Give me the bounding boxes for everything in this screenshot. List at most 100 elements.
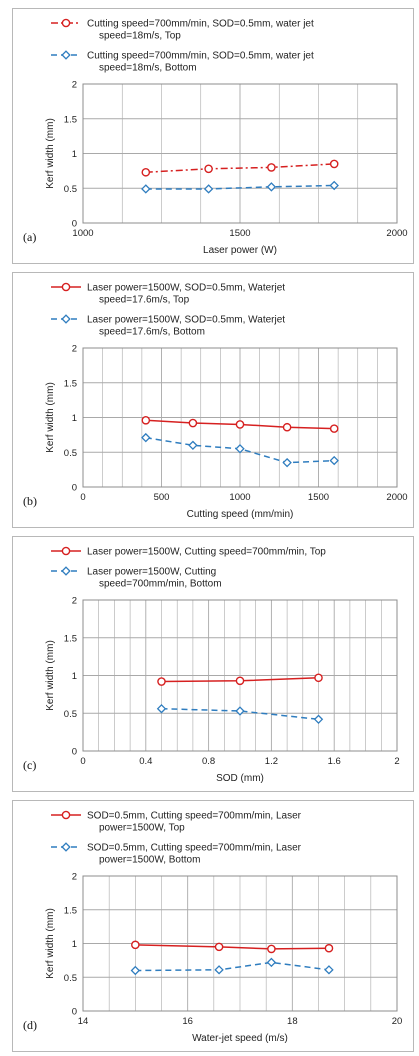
legend-marker-0 bbox=[61, 282, 71, 292]
x-tick-label: 0.8 bbox=[202, 756, 215, 767]
x-tick-label: 18 bbox=[287, 1016, 298, 1027]
legend-label-0-0: Laser power=1500W, SOD=0.5mm, Waterjet bbox=[87, 283, 285, 294]
data-point-1-3 bbox=[324, 965, 334, 975]
y-axis-label: Kerf width (mm) bbox=[45, 908, 56, 979]
legend-marker-0 bbox=[61, 546, 71, 556]
x-tick-label: 14 bbox=[78, 1016, 89, 1027]
data-point-1-2 bbox=[266, 957, 277, 968]
data-point-1-1 bbox=[214, 965, 224, 975]
chart-panel-a: Cutting speed=700mm/min, SOD=0.5mm, wate… bbox=[12, 8, 414, 264]
panel-label: (b) bbox=[23, 494, 37, 508]
x-tick-label: 500 bbox=[154, 492, 170, 503]
series-line-1 bbox=[135, 961, 330, 972]
data-point-0-2 bbox=[267, 163, 276, 172]
x-tick-label: 2000 bbox=[386, 228, 407, 239]
x-axis-label: Water-jet speed (m/s) bbox=[192, 1033, 288, 1044]
chart-d-svg: SOD=0.5mm, Cutting speed=700mm/min, Lase… bbox=[23, 810, 403, 1045]
y-tick-label: 0.5 bbox=[64, 184, 77, 195]
data-point-0-1 bbox=[235, 676, 245, 686]
x-tick-label: 2000 bbox=[386, 492, 407, 503]
data-point-0-3 bbox=[329, 159, 339, 169]
data-point-0-0 bbox=[131, 940, 140, 950]
y-tick-label: 0.5 bbox=[64, 448, 77, 459]
panel-label: (a) bbox=[23, 230, 36, 244]
legend-label-0-0: Cutting speed=700mm/min, SOD=0.5mm, wate… bbox=[87, 19, 314, 30]
x-tick-label: 0 bbox=[80, 756, 85, 767]
x-tick-label: 16 bbox=[182, 1016, 193, 1027]
legend-marker-1 bbox=[61, 50, 71, 60]
x-tick-label: 2 bbox=[394, 756, 399, 767]
y-axis-label: Kerf width (mm) bbox=[45, 118, 56, 189]
legend-label-1-0: SOD=0.5mm, Cutting speed=700mm/min, Lase… bbox=[87, 843, 302, 854]
legend-label-1-0: Cutting speed=700mm/min, SOD=0.5mm, wate… bbox=[87, 51, 314, 62]
plot-frame bbox=[82, 347, 398, 488]
y-axis-label: Kerf width (mm) bbox=[45, 640, 56, 711]
series-line-1 bbox=[145, 184, 335, 190]
data-point-0-0 bbox=[157, 677, 166, 686]
y-tick-label: 1 bbox=[72, 149, 77, 160]
legend-label-1-1: speed=700mm/min, Bottom bbox=[99, 579, 222, 590]
legend-label-0-1: power=1500W, Top bbox=[99, 823, 185, 834]
y-tick-label: 2 bbox=[72, 872, 77, 883]
y-tick-label: 2 bbox=[72, 596, 77, 607]
data-point-1-0 bbox=[156, 704, 167, 714]
data-point-1-3 bbox=[329, 180, 339, 191]
data-point-0-3 bbox=[282, 422, 292, 432]
chart-b-svg: Laser power=1500W, SOD=0.5mm, Waterjetsp… bbox=[23, 282, 408, 521]
data-point-0-4 bbox=[329, 424, 339, 433]
data-point-1-3 bbox=[282, 457, 292, 468]
data-point-1-2 bbox=[266, 182, 277, 192]
series-line-0 bbox=[145, 163, 335, 174]
legend-label-1-1: speed=17.6m/s, Bottom bbox=[99, 327, 205, 338]
x-tick-label: 1.2 bbox=[265, 756, 278, 767]
y-tick-label: 2 bbox=[72, 80, 77, 91]
data-point-1-1 bbox=[203, 184, 214, 194]
x-tick-label: 1000 bbox=[229, 492, 250, 503]
data-point-0-0 bbox=[141, 415, 151, 425]
x-tick-label: 0.4 bbox=[139, 756, 152, 767]
data-point-1-0 bbox=[141, 184, 151, 194]
x-axis-label: Cutting speed (mm/min) bbox=[187, 509, 294, 520]
data-point-0-1 bbox=[214, 942, 224, 952]
chart-a-svg: Cutting speed=700mm/min, SOD=0.5mm, wate… bbox=[23, 18, 408, 257]
data-point-0-1 bbox=[204, 164, 213, 174]
x-axis-label: Laser power (W) bbox=[203, 245, 277, 256]
legend-label-1-1: power=1500W, Bottom bbox=[99, 855, 200, 866]
legend-marker-0 bbox=[61, 810, 71, 820]
data-point-0-2 bbox=[314, 673, 323, 683]
x-tick-label: 1000 bbox=[72, 228, 93, 239]
data-point-1-2 bbox=[235, 444, 245, 454]
y-tick-label: 1.5 bbox=[64, 378, 77, 389]
data-point-0-3 bbox=[324, 943, 334, 953]
series-line-0 bbox=[135, 944, 329, 950]
x-tick-label: 1.6 bbox=[328, 756, 341, 767]
x-axis-label: SOD (mm) bbox=[216, 773, 264, 784]
chart-panel-d: SOD=0.5mm, Cutting speed=700mm/min, Lase… bbox=[12, 800, 414, 1052]
y-tick-label: 0 bbox=[72, 483, 77, 494]
legend-marker-0 bbox=[61, 18, 71, 28]
data-point-1-4 bbox=[329, 455, 339, 466]
plot-frame bbox=[82, 599, 398, 752]
y-tick-label: 0 bbox=[72, 219, 77, 230]
data-point-1-2 bbox=[313, 714, 324, 725]
legend-label-0-1: speed=17.6m/s, Top bbox=[99, 295, 190, 306]
data-point-1-1 bbox=[235, 706, 245, 716]
y-tick-label: 1 bbox=[72, 939, 77, 950]
legend-label-1-0: Laser power=1500W, SOD=0.5mm, Waterjet bbox=[87, 315, 285, 326]
data-point-1-0 bbox=[130, 965, 141, 976]
y-tick-label: 1 bbox=[72, 413, 77, 424]
plot-frame bbox=[82, 875, 398, 1012]
data-point-0-0 bbox=[141, 167, 151, 177]
y-tick-label: 0 bbox=[72, 747, 77, 758]
y-tick-label: 1 bbox=[72, 671, 77, 682]
legend-label-1-0: Laser power=1500W, Cutting bbox=[87, 567, 216, 578]
y-tick-label: 2 bbox=[72, 344, 77, 355]
x-tick-label: 1500 bbox=[308, 492, 329, 503]
legend-label-0-0: SOD=0.5mm, Cutting speed=700mm/min, Lase… bbox=[87, 811, 302, 822]
chart-c-svg: Laser power=1500W, Cutting speed=700mm/m… bbox=[23, 546, 400, 785]
legend-marker-1 bbox=[61, 842, 71, 852]
panel-label: (c) bbox=[23, 758, 36, 772]
legend-marker-1 bbox=[61, 566, 71, 576]
data-point-0-2 bbox=[267, 944, 276, 954]
x-tick-label: 20 bbox=[392, 1016, 403, 1027]
